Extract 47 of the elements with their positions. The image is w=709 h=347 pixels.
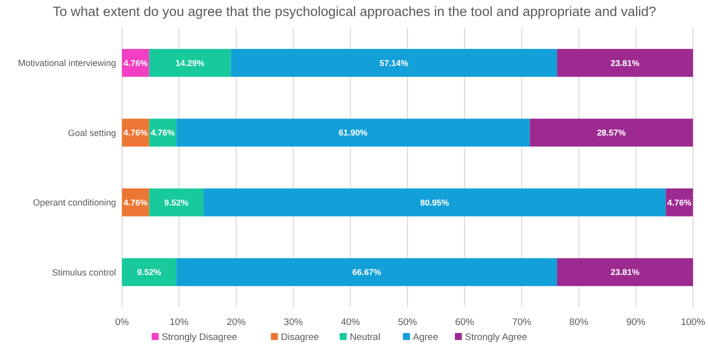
data-label: 4.76% — [667, 197, 692, 208]
data-label: 23.81% — [610, 267, 640, 278]
x-tick-label: 100% — [680, 317, 706, 328]
data-label: 66.67% — [352, 267, 382, 278]
data-label: 4.76% — [124, 58, 148, 68]
x-tick-label: 20% — [226, 317, 246, 328]
x-tick-label: 30% — [284, 317, 304, 328]
y-tick-label: Stimulus control — [52, 267, 116, 278]
data-label: 9.52% — [164, 197, 189, 208]
x-tick-label: 40% — [340, 317, 360, 328]
bar — [149, 48, 231, 77]
bar — [176, 118, 530, 147]
x-tick-label: 50% — [398, 317, 418, 328]
x-tick-label: 60% — [455, 317, 475, 328]
data-label: 61.90% — [338, 128, 368, 138]
bar — [557, 258, 693, 286]
data-label: 28.57% — [596, 128, 626, 138]
legend-label: Neutral — [350, 332, 380, 343]
data-label: 4.76% — [124, 197, 148, 208]
x-tick-label: 0% — [115, 317, 130, 328]
x-tick-label: 70% — [512, 317, 532, 328]
legend-label: Strongly Agree — [464, 332, 528, 343]
chart-title: To what extent do you agree that the psychological approaches in the tool and appropriate and valid? — [52, 4, 656, 19]
legend-label: Agree — [412, 332, 438, 343]
data-label: 9.52% — [137, 267, 162, 278]
x-tick-label: 80% — [569, 317, 589, 328]
data-label: 4.76% — [150, 128, 176, 138]
data-label: 23.81% — [610, 58, 640, 68]
bar — [530, 118, 693, 147]
data-label: 80.95% — [420, 197, 450, 208]
y-tick-label: Operant conditioning — [32, 198, 116, 208]
bar — [557, 48, 693, 77]
x-tick-label: 10% — [170, 317, 190, 328]
data-label: 14.29% — [176, 58, 205, 68]
x-tick-label: 90% — [626, 317, 646, 328]
bar — [204, 188, 666, 216]
y-tick-label: Motivational interviewing — [18, 58, 116, 68]
y-tick-label: Goal setting — [68, 128, 116, 138]
legend-label: Strongly Disagree — [162, 332, 238, 343]
bar — [176, 258, 558, 286]
data-label: 57.14% — [379, 58, 409, 68]
data-label: 4.76% — [124, 128, 148, 138]
bar — [149, 118, 176, 147]
bar — [230, 48, 558, 77]
bar — [122, 258, 176, 286]
bar — [149, 188, 204, 216]
legend-label: Disagree — [280, 332, 319, 343]
